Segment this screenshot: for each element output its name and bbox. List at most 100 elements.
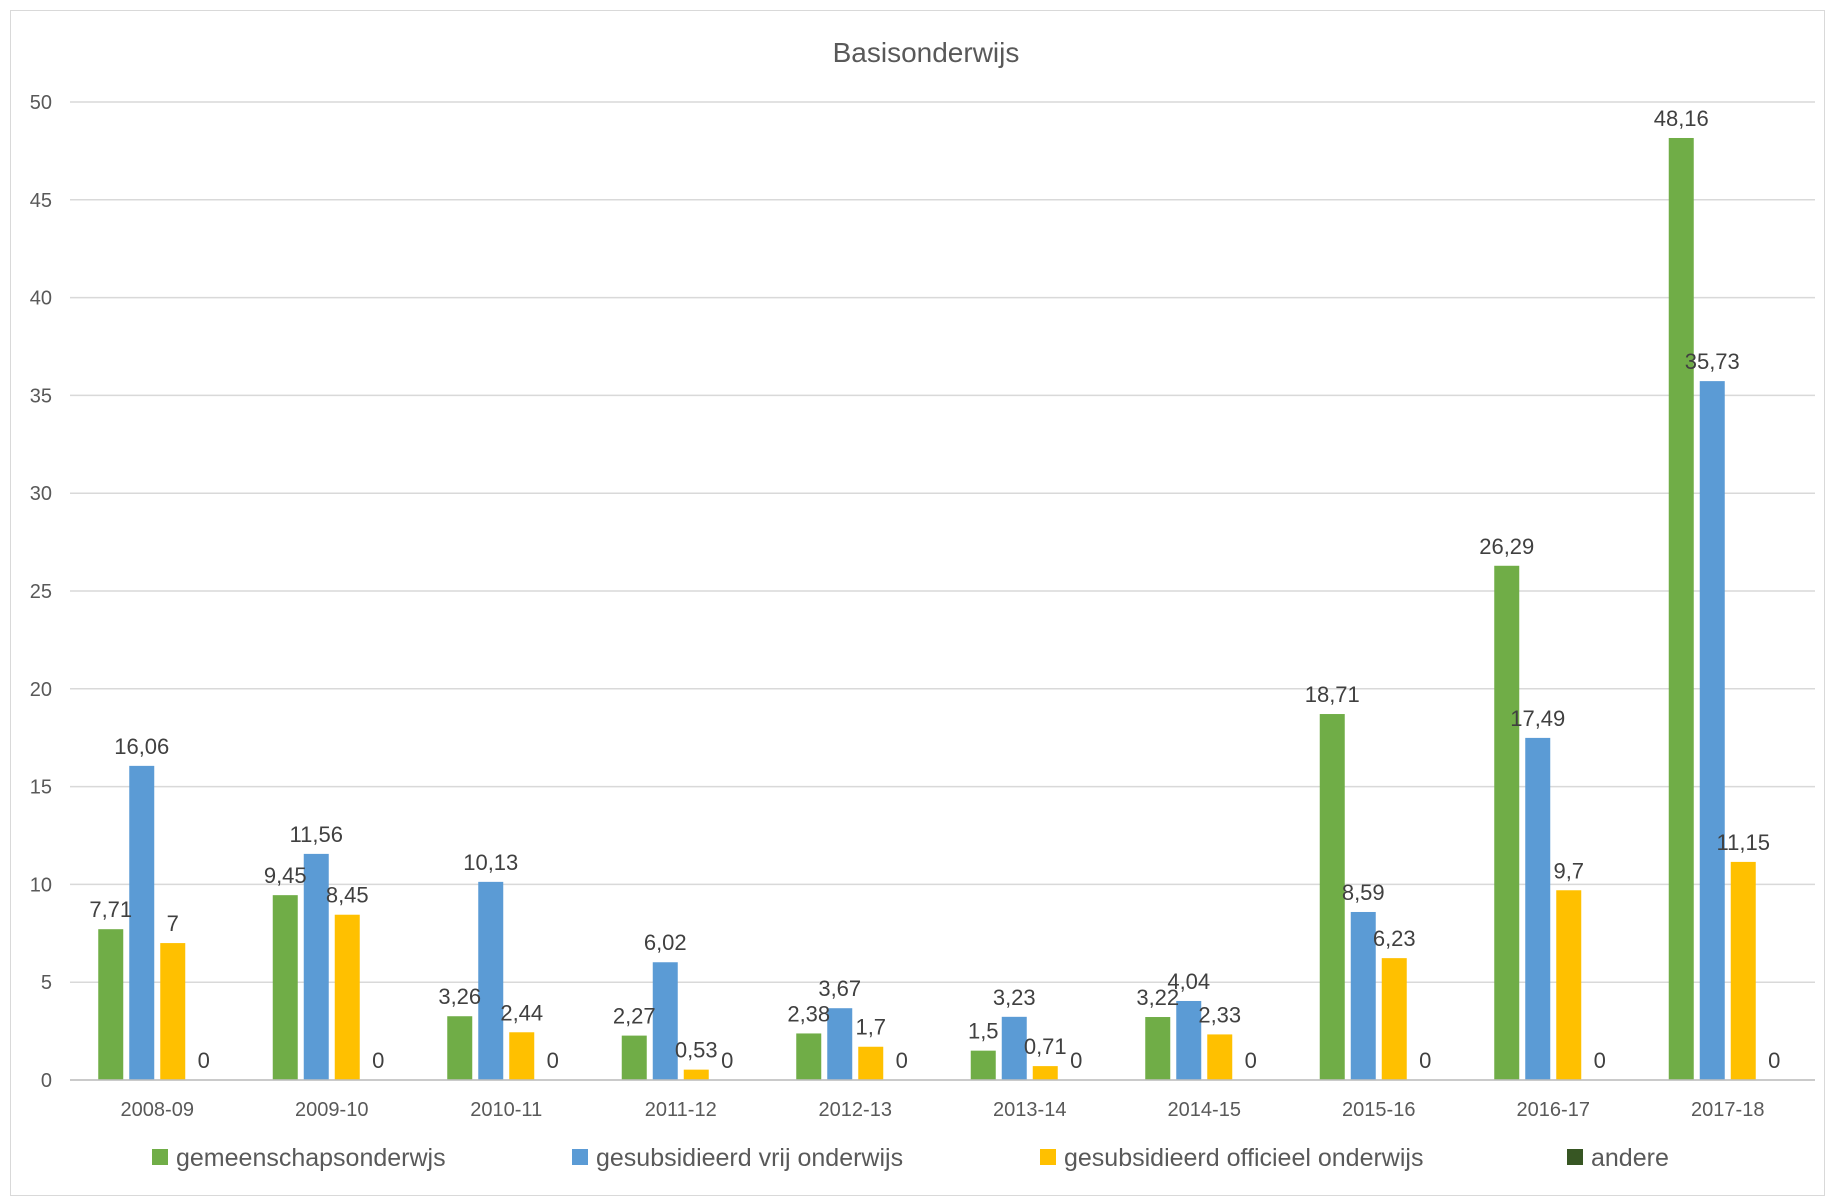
data-label: 4,04 [1167, 969, 1210, 994]
data-label: 0 [1594, 1048, 1606, 1073]
bar-1-2014-15 [1145, 1017, 1171, 1080]
data-label: 3,22 [1136, 985, 1179, 1010]
data-label: 6,02 [644, 930, 687, 955]
data-label: 16,06 [114, 734, 169, 759]
bar-2-2013-14 [1001, 1016, 1027, 1080]
bar-1-2013-14 [970, 1050, 996, 1080]
y-tick-label: 45 [30, 190, 52, 212]
y-tick-label: 40 [30, 288, 52, 310]
data-label: 9,45 [264, 863, 307, 888]
x-tick-label: 2008-09 [121, 1099, 194, 1121]
data-label: 10,13 [463, 850, 518, 875]
bar-3-2008-09 [160, 943, 186, 1080]
x-tick-label: 2013-14 [993, 1099, 1066, 1121]
data-label: 2,33 [1198, 1002, 1241, 1027]
data-label: 0 [896, 1048, 908, 1073]
data-label: 3,23 [993, 985, 1036, 1010]
legend-label: gesubsidieerd vrij onderwijs [596, 1144, 903, 1172]
legend-swatch [1567, 1149, 1583, 1165]
y-tick-label: 20 [30, 679, 52, 701]
y-axis: 0 5 10 15 20 25 30 35 40 45 50 [30, 92, 52, 1092]
data-label: 11,15 [1717, 830, 1770, 855]
x-axis: 2008-09 2009-10 2010-11 2011-12 2012-13 2013-… [70, 1079, 1815, 1121]
data-label: 2,44 [500, 1000, 543, 1025]
y-tick-label: 50 [30, 92, 52, 114]
bar-1-2017-18 [1668, 137, 1694, 1080]
data-label: 0,53 [675, 1038, 718, 1063]
x-tick-label: 2011-12 [645, 1099, 717, 1121]
legend-swatch [572, 1149, 588, 1165]
x-tick-label: 2016-17 [1517, 1099, 1590, 1121]
data-label: 0 [1768, 1048, 1780, 1073]
bar-2-2014-15 [1176, 1000, 1202, 1080]
bar-3-2015-16 [1381, 958, 1407, 1080]
bars [98, 137, 1756, 1080]
y-tick-label: 10 [30, 874, 52, 896]
bar-3-2010-11 [509, 1032, 535, 1080]
bar-2-2010-11 [478, 881, 504, 1080]
data-label: 26,29 [1479, 534, 1534, 559]
data-label: 0 [1070, 1048, 1082, 1073]
bar-2-2012-13 [827, 1008, 853, 1080]
data-label: 0 [198, 1048, 210, 1073]
bar-1-2011-12 [621, 1035, 647, 1080]
bar-3-2013-14 [1032, 1066, 1058, 1080]
bar-2-2015-16 [1350, 911, 1376, 1080]
bar-3-2012-13 [858, 1046, 884, 1080]
bar-2-2011-12 [652, 962, 678, 1080]
bar-3-2017-18 [1730, 861, 1756, 1080]
data-label: 0 [1245, 1048, 1257, 1073]
data-label: 0 [721, 1048, 733, 1073]
legend-label: gemeenschapsonderwjs [176, 1144, 446, 1172]
y-tick-label: 5 [41, 972, 52, 994]
bar-2-2008-09 [129, 765, 155, 1080]
y-tick-label: 0 [41, 1070, 52, 1092]
legend: gemeenschapsonderwjs gesubsidieerd vrij o… [152, 1144, 1669, 1172]
bar-3-2011-12 [683, 1069, 709, 1080]
x-tick-label: 2017-18 [1691, 1099, 1764, 1121]
data-label: 17,49 [1510, 706, 1565, 731]
y-tick-label: 25 [30, 581, 52, 603]
data-label: 1,7 [855, 1015, 886, 1040]
bar-2-2009-10 [303, 853, 329, 1080]
legend-swatch [1040, 1149, 1056, 1165]
y-tick-label: 30 [30, 483, 52, 505]
legend-swatch [152, 1149, 168, 1165]
bar-1-2015-16 [1319, 714, 1345, 1080]
data-label: 2,38 [787, 1001, 830, 1026]
legend-label: andere [1591, 1144, 1669, 1172]
data-label: 1,5 [968, 1019, 999, 1044]
data-label: 6,23 [1373, 926, 1416, 951]
data-label: 0 [372, 1048, 384, 1073]
bar-1-2016-17 [1494, 565, 1520, 1080]
data-label: 0 [1419, 1048, 1431, 1073]
x-tick-label: 2009-10 [295, 1099, 368, 1121]
data-label: 48,16 [1654, 106, 1709, 131]
chart-title: Basisonderwijs [833, 37, 1020, 68]
data-label: 11,56 [290, 822, 343, 847]
data-label: 35,73 [1685, 349, 1740, 374]
data-label: 18,71 [1305, 682, 1360, 707]
x-tick-label: 2010-11 [470, 1099, 542, 1121]
data-labels: 7,7116,06709,4511,568,4503,2610,132,4402… [89, 106, 1780, 1073]
data-label: 2,27 [613, 1004, 656, 1029]
data-label: 0,71 [1024, 1034, 1067, 1059]
legend-label: gesubsidieerd officieel onderwijs [1064, 1144, 1423, 1172]
x-tick-label: 2014-15 [1168, 1099, 1241, 1121]
data-label: 3,26 [438, 984, 481, 1009]
x-tick-label: 2015-16 [1342, 1099, 1415, 1121]
x-tick-label: 2012-13 [819, 1099, 892, 1121]
bar-3-2016-17 [1556, 890, 1582, 1080]
bar-1-2009-10 [272, 895, 298, 1080]
data-label: 8,59 [1342, 880, 1385, 905]
y-tick-label: 15 [30, 777, 52, 799]
bar-3-2009-10 [334, 914, 360, 1080]
bar-1-2010-11 [447, 1016, 473, 1080]
gridlines [70, 101, 1815, 1081]
bar-1-2008-09 [98, 929, 124, 1080]
data-label: 8,45 [326, 883, 369, 908]
data-label: 3,67 [818, 976, 861, 1001]
y-tick-label: 35 [30, 385, 52, 407]
bar-1-2012-13 [796, 1033, 822, 1080]
